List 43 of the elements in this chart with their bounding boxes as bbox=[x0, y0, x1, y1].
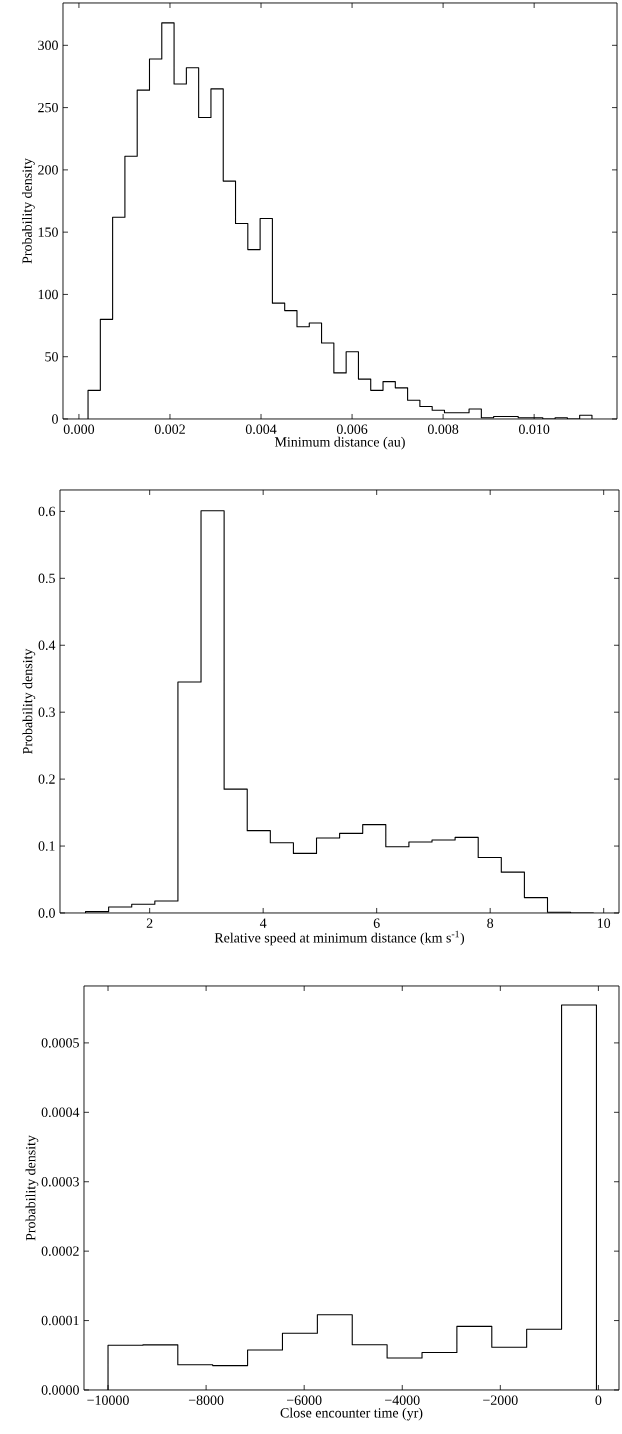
x-tick-label: 0 bbox=[595, 1395, 602, 1405]
x-tick-label: 10 bbox=[597, 918, 611, 928]
y-tick-label: 50 bbox=[45, 351, 58, 362]
y-tick-label: 100 bbox=[38, 289, 58, 300]
y-tick-label: 0.2 bbox=[38, 774, 55, 784]
y-tick-label: 0.0001 bbox=[41, 1315, 79, 1326]
y-tick-label: 0.5 bbox=[38, 573, 55, 584]
y-tick-label: 0.0 bbox=[38, 908, 55, 918]
x-tick-label: 0.008 bbox=[427, 424, 459, 434]
y-tick-label: 0.1 bbox=[38, 841, 55, 851]
y-tick-label: 0.0003 bbox=[41, 1176, 79, 1187]
y-tick-label: 0.0004 bbox=[41, 1107, 80, 1118]
x-tick-label: −8000 bbox=[188, 1395, 224, 1405]
x-tick-label: −10000 bbox=[87, 1395, 129, 1405]
x-tick-label: 0.002 bbox=[154, 424, 185, 434]
y-tick-label: 150 bbox=[38, 227, 58, 237]
y-axis-title: Probability density bbox=[22, 158, 35, 264]
y-tick-label: 0.0000 bbox=[41, 1385, 79, 1395]
x-tick-label: 8 bbox=[487, 918, 494, 928]
x-tick-label: 2 bbox=[146, 918, 153, 928]
x-tick-label: 0.006 bbox=[336, 424, 368, 434]
y-tick-label: 300 bbox=[38, 40, 58, 51]
y-tick-label: 0.3 bbox=[38, 707, 55, 717]
x-tick-label: 0.000 bbox=[63, 424, 95, 434]
y-tick-label: 250 bbox=[38, 102, 58, 113]
x-tick-label: −2000 bbox=[483, 1395, 518, 1405]
x-tick-label: 6 bbox=[373, 918, 380, 928]
x-axis-title: Minimum distance (au) bbox=[274, 436, 405, 450]
y-tick-label: 0.4 bbox=[38, 640, 56, 650]
x-tick-label: 0.010 bbox=[518, 424, 550, 434]
y-axis-title: Probability density bbox=[25, 1135, 39, 1241]
y-tick-label: 0.6 bbox=[38, 506, 56, 517]
y-tick-label: 0.0005 bbox=[41, 1038, 79, 1048]
x-tick-label: 4 bbox=[259, 918, 267, 928]
x-axis-title: Close encounter time (yr) bbox=[280, 1407, 423, 1421]
x-tick-label: 0.004 bbox=[245, 424, 277, 434]
x-tick-label: −6000 bbox=[286, 1395, 322, 1405]
y-axis-title: Probability density bbox=[22, 648, 36, 754]
x-axis-title: Relative speed at minimum distance (km s$^{-1}$) bbox=[214, 930, 465, 946]
y-tick-label: 200 bbox=[38, 165, 58, 175]
y-tick-label: 0.0002 bbox=[41, 1246, 79, 1256]
y-tick-label: 0 bbox=[52, 414, 58, 424]
x-tick-label: −4000 bbox=[385, 1395, 420, 1405]
